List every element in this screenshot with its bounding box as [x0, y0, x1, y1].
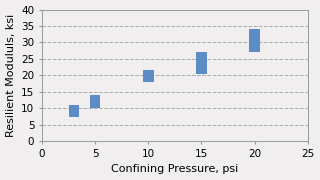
FancyBboxPatch shape	[143, 70, 154, 82]
FancyBboxPatch shape	[196, 52, 207, 74]
FancyBboxPatch shape	[90, 95, 100, 108]
Y-axis label: Resilient Modululs, ksi: Resilient Modululs, ksi	[5, 14, 16, 137]
FancyBboxPatch shape	[68, 105, 79, 117]
X-axis label: Confining Pressure, psi: Confining Pressure, psi	[111, 165, 238, 174]
FancyBboxPatch shape	[249, 29, 260, 52]
